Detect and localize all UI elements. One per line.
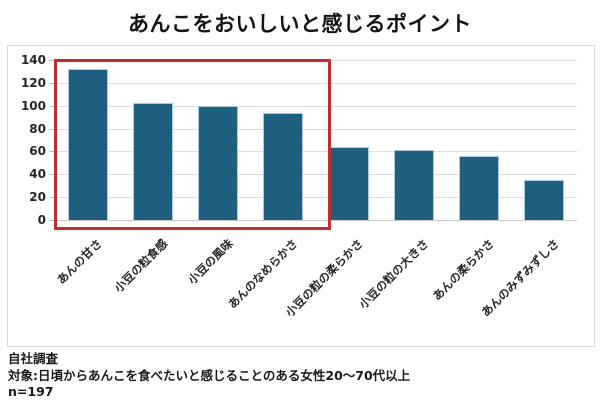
- bar: [328, 146, 369, 220]
- y-axis-tick: [49, 60, 54, 61]
- gridline: [55, 105, 577, 107]
- bar: [67, 69, 108, 220]
- footer-source-line: 自社調査: [8, 351, 59, 366]
- footer-note: 自社調査 対象:日頃からあんこを食べたいと感じることのある女性20〜70代以上 …: [8, 351, 592, 401]
- footer-target-line: 対象:日頃からあんこを食べたいと感じることのある女性20〜70代以上: [8, 367, 411, 383]
- y-axis-tick: [49, 82, 54, 84]
- gridline: [55, 197, 577, 199]
- gridline: [55, 174, 577, 176]
- footer-sample-size: n=197: [8, 384, 54, 399]
- x-category-label: あんのなめらかさ: [225, 236, 301, 312]
- y-tick-label: 60: [29, 144, 46, 159]
- y-tick-label: 100: [20, 98, 46, 113]
- y-axis-tick: [49, 151, 54, 153]
- bar: [459, 156, 500, 220]
- bar: [393, 150, 434, 220]
- y-tick-label: 140: [20, 53, 46, 67]
- x-axis-line: [55, 220, 577, 221]
- y-axis-tick: [49, 220, 54, 221]
- bar: [198, 105, 239, 220]
- y-tick-label: 40: [29, 167, 46, 182]
- bar: [132, 103, 173, 220]
- x-category-label: あんの柔らかさ: [429, 236, 497, 304]
- bar: [263, 112, 304, 220]
- y-axis-tick: [49, 128, 54, 130]
- y-tick-label: 0: [37, 213, 46, 227]
- y-axis-tick: [49, 105, 54, 107]
- y-tick-label: 20: [29, 190, 46, 205]
- highlight-box: [54, 59, 332, 230]
- y-tick-label: 80: [29, 121, 46, 136]
- y-axis-tick: [49, 174, 54, 176]
- x-category-label: 小豆の粒の大きさ: [356, 236, 432, 312]
- x-category-label: 小豆の風味: [184, 236, 236, 287]
- gridline: [55, 82, 577, 84]
- gridline: [55, 151, 577, 153]
- chart-title: あんこをおいしいと感じるポイント: [128, 12, 472, 36]
- chart-panel: 0 20 40 60 80 100 120 140 あんの甘さ 小豆の粒食感 小豆の風味 あんのなめら…: [7, 45, 595, 347]
- y-axis-tick: [49, 197, 54, 199]
- gridline: [55, 128, 577, 130]
- bar: [524, 180, 565, 220]
- x-category-label: 小豆の粒食感: [111, 236, 171, 295]
- y-tick-label: 120: [20, 75, 46, 90]
- x-category-label: あんの甘さ: [54, 236, 105, 287]
